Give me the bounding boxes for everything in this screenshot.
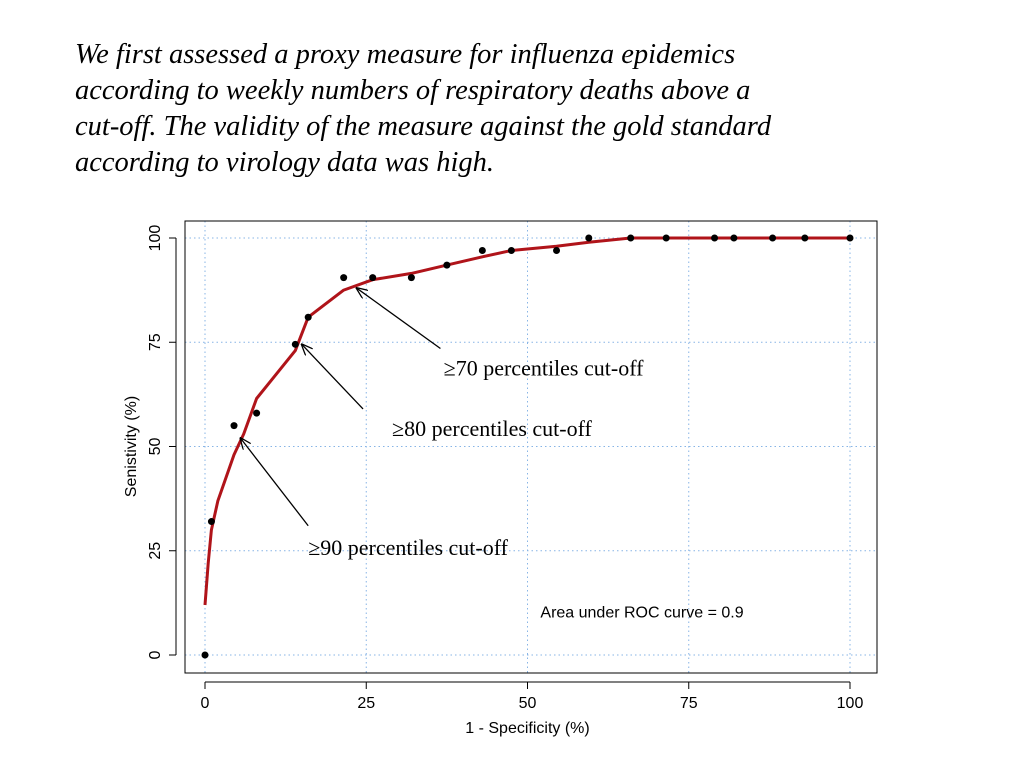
y-tick-label: 100: [147, 225, 164, 252]
data-point: [553, 247, 561, 255]
y-tick-label: 50: [147, 438, 164, 456]
data-point: [443, 261, 451, 269]
annotation-arrow: [302, 344, 364, 410]
data-point: [478, 247, 486, 255]
data-point: [769, 234, 777, 242]
annotations: ≥70 percentiles cut-off ≥80 percentiles c…: [240, 288, 644, 560]
data-point: [340, 274, 348, 282]
annotation-label: ≥80 percentiles cut-off: [392, 416, 592, 441]
y-tick-label: 75: [147, 333, 164, 351]
annotation-label: ≥90 percentiles cut-off: [308, 535, 508, 560]
data-points: [201, 234, 854, 659]
data-point: [627, 234, 635, 242]
data-point: [201, 651, 209, 659]
annotation-label: ≥70 percentiles cut-off: [444, 356, 644, 381]
annotation-arrow: [357, 288, 441, 350]
data-point: [711, 234, 719, 242]
x-tick-label: 25: [357, 695, 375, 712]
data-point: [730, 234, 738, 242]
x-axis-label: 1 - Specificity (%): [465, 720, 589, 737]
x-tick-label: 50: [519, 695, 537, 712]
y-tick-label: 0: [147, 650, 164, 659]
data-point: [304, 313, 312, 321]
y-tick-label: 25: [147, 542, 164, 560]
data-point: [585, 234, 593, 242]
slide-intro-text: We first assessed a proxy measure for in…: [75, 39, 772, 178]
data-point: [801, 234, 809, 242]
annotation-arrow: [240, 438, 309, 527]
data-point: [207, 518, 215, 526]
x-tick-label: 75: [680, 695, 698, 712]
data-point: [662, 234, 670, 242]
y-axis-label: Senistivity (%): [123, 396, 140, 497]
data-point: [230, 422, 238, 430]
grid-lines: [185, 221, 877, 673]
data-point: [253, 409, 261, 417]
data-point: [369, 274, 377, 282]
data-point: [407, 274, 415, 282]
auc-label: Area under ROC curve = 0.9: [540, 604, 743, 621]
x-tick-label: 100: [837, 695, 864, 712]
axes: 0 25 50 75 100 0 25 50 75 100: [147, 225, 863, 712]
plot-frame: [184, 220, 878, 674]
data-point: [846, 234, 854, 242]
data-point: [507, 247, 515, 255]
data-point: [291, 340, 299, 348]
x-tick-label: 0: [201, 695, 210, 712]
